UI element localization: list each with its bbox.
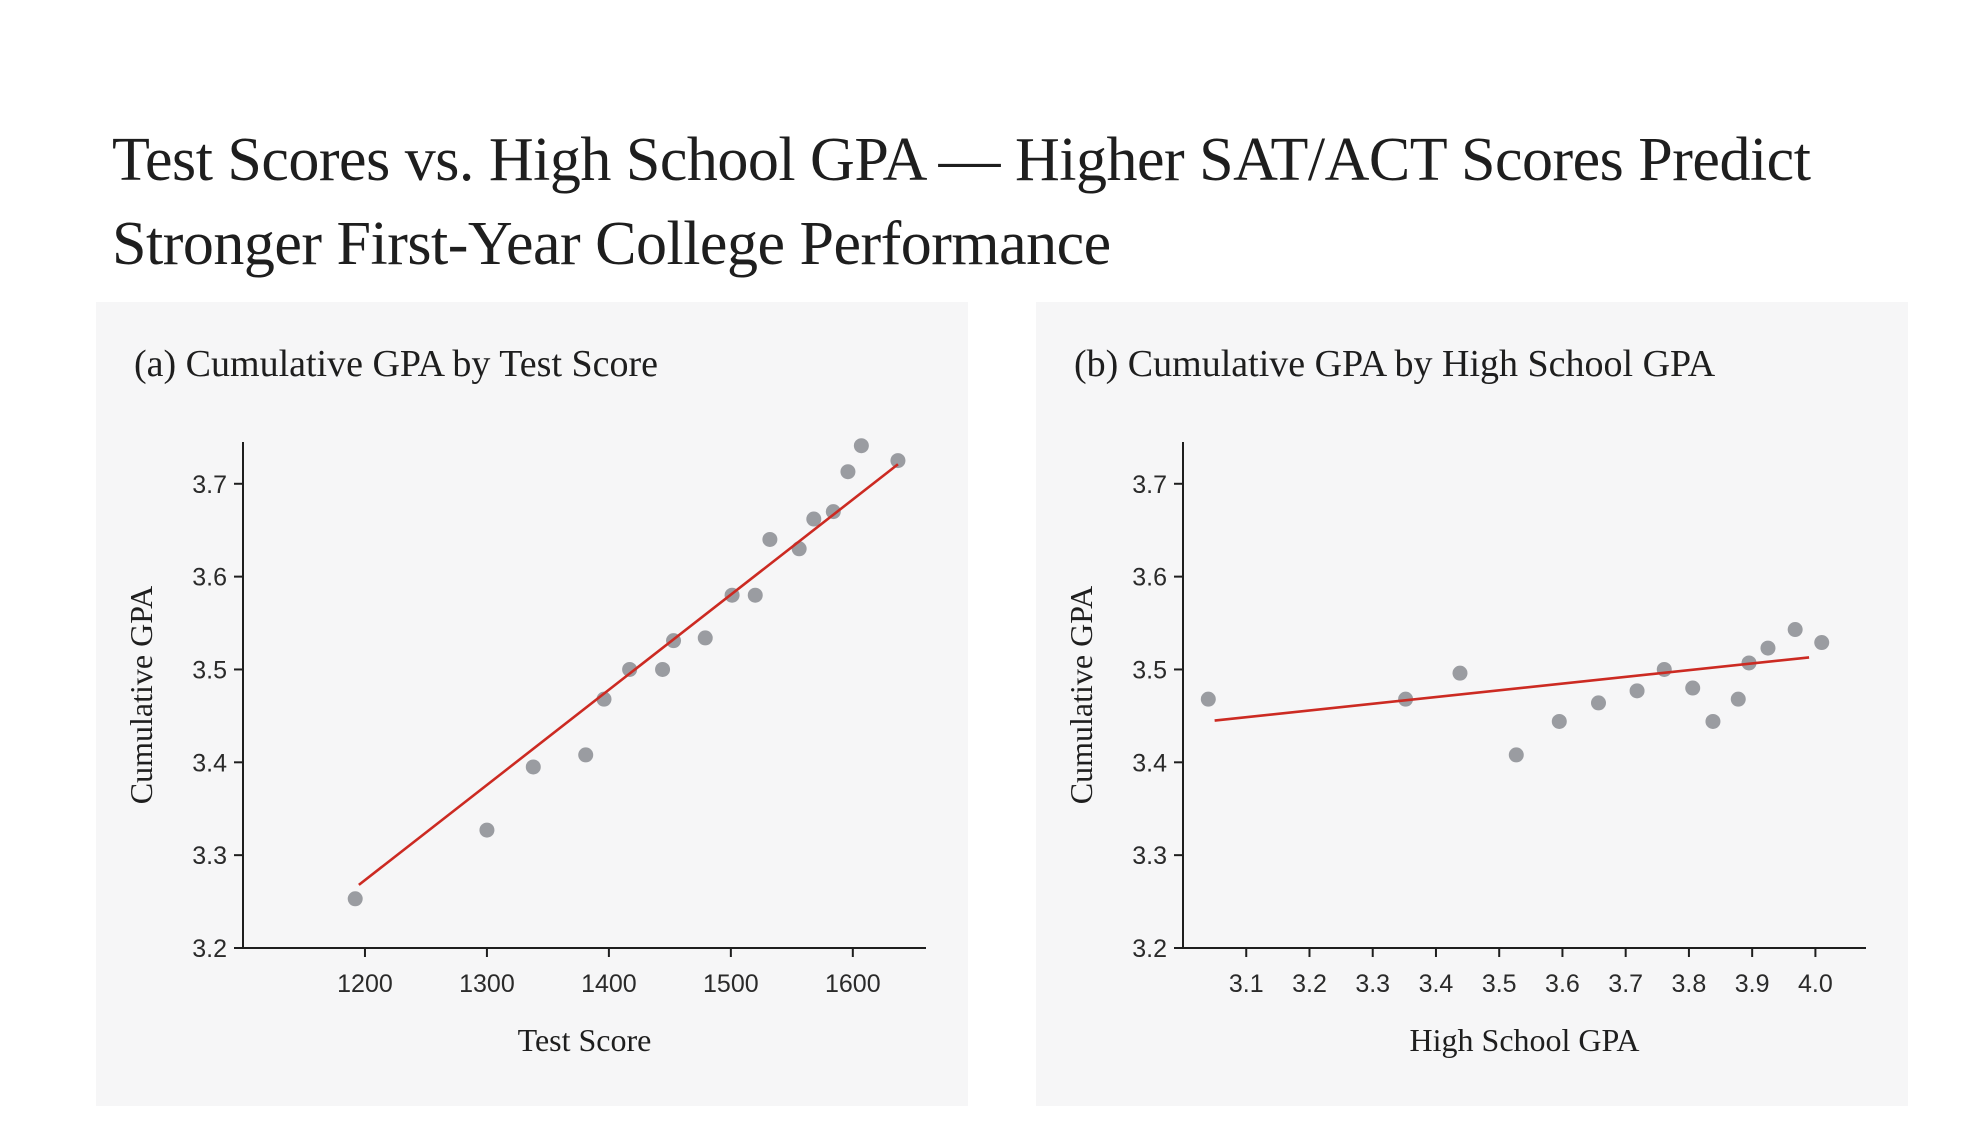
x-tick-label: 3.9 [1735,970,1770,998]
data-point [578,747,594,763]
x-axis-title: High School GPA [1410,1022,1640,1058]
data-point [655,661,671,677]
data-point [1760,640,1776,656]
y-tick-label: 3.7 [192,471,227,499]
y-tick-label: 3.4 [1132,749,1167,777]
x-tick-label: 1200 [337,970,393,998]
y-tick-label: 3.6 [1132,564,1167,592]
chart-a: 3.2 3.3 3.4 3.5 3.6 3.7 1200 1300 1400 1500 1600 Te… [123,438,926,1058]
data-point [1787,622,1803,638]
x-tick-label: 3.3 [1355,970,1390,998]
x-tick-label: 3.2 [1292,970,1327,998]
x-tick-label: 3.1 [1229,970,1264,998]
x-tick-label: 1400 [581,970,637,998]
y-tick-label: 3.3 [192,842,227,870]
y-tick-label: 3.4 [192,749,227,777]
data-point [697,630,713,646]
data-point [1730,691,1746,707]
x-tick-label: 1500 [703,970,759,998]
data-point [1551,713,1567,729]
data-point [1656,661,1672,677]
data-point [1200,691,1216,707]
x-axis-title: Test Score [518,1022,652,1058]
data-point [853,438,869,454]
panel-b: (b) Cumulative GPA by High School GPA 3.… [1036,302,1908,1106]
y-tick-label: 3.7 [1132,471,1167,499]
y-tick-label: 3.5 [1132,656,1167,684]
data-point [747,587,763,603]
data-point [1629,683,1645,699]
y-tick-label: 3.2 [1132,935,1167,963]
y-axis-title: Cumulative GPA [123,586,159,804]
data-point [1452,665,1468,681]
data-point [825,504,841,520]
panel-a: (a) Cumulative GPA by Test Score 3.2 3.3 3… [96,302,968,1106]
panel-b-title: (b) Cumulative GPA by High School GPA [1074,343,1716,385]
data-point [806,511,822,527]
data-point [890,453,906,469]
y-axis-title: Cumulative GPA [1063,586,1099,804]
trend-line [358,463,899,886]
x-tick-label: 1600 [825,970,881,998]
data-point [1705,713,1721,729]
chart-b: 3.2 3.3 3.4 3.5 3.6 3.7 3.1 3.2 3.3 3.4 3.5 3.6 3.7 3… [1063,442,1866,1058]
figure-title: Test Scores vs. High School GPA — Higher… [112,126,1811,278]
data-point [762,531,778,547]
data-point [622,661,638,677]
panel-a-title: (a) Cumulative GPA by Test Score [134,343,659,385]
x-tick-label: 1300 [459,970,515,998]
x-tick-label: 3.6 [1545,970,1580,998]
y-tick-label: 3.3 [1132,842,1167,870]
data-point [525,759,541,775]
y-tick-label: 3.5 [192,656,227,684]
x-tick-label: 3.5 [1482,970,1517,998]
data-point [479,822,495,838]
data-point [1590,695,1606,711]
x-tick-label: 3.4 [1419,970,1454,998]
x-tick-label: 4.0 [1798,970,1833,998]
y-tick-label: 3.6 [192,564,227,592]
x-tick-label: 3.7 [1608,970,1643,998]
trend-line [1214,656,1810,722]
x-tick-label: 3.8 [1672,970,1707,998]
data-point [1814,635,1830,651]
y-tick-label: 3.2 [192,935,227,963]
data-point [347,891,363,907]
data-point [1685,680,1701,696]
data-point [840,464,856,480]
data-point [1508,747,1524,763]
data-point [791,541,807,557]
